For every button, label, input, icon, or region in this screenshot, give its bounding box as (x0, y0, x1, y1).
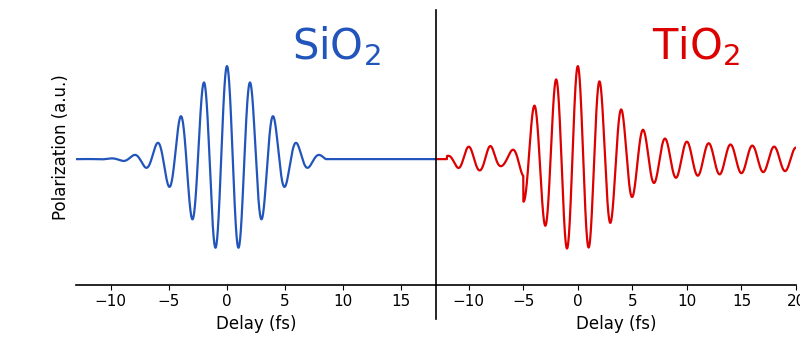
Y-axis label: Polarization (a.u.): Polarization (a.u.) (53, 75, 70, 220)
X-axis label: Delay (fs): Delay (fs) (216, 315, 296, 333)
Text: TiO$_2$: TiO$_2$ (652, 24, 740, 68)
Text: SiO$_2$: SiO$_2$ (292, 24, 381, 68)
X-axis label: Delay (fs): Delay (fs) (576, 315, 656, 333)
